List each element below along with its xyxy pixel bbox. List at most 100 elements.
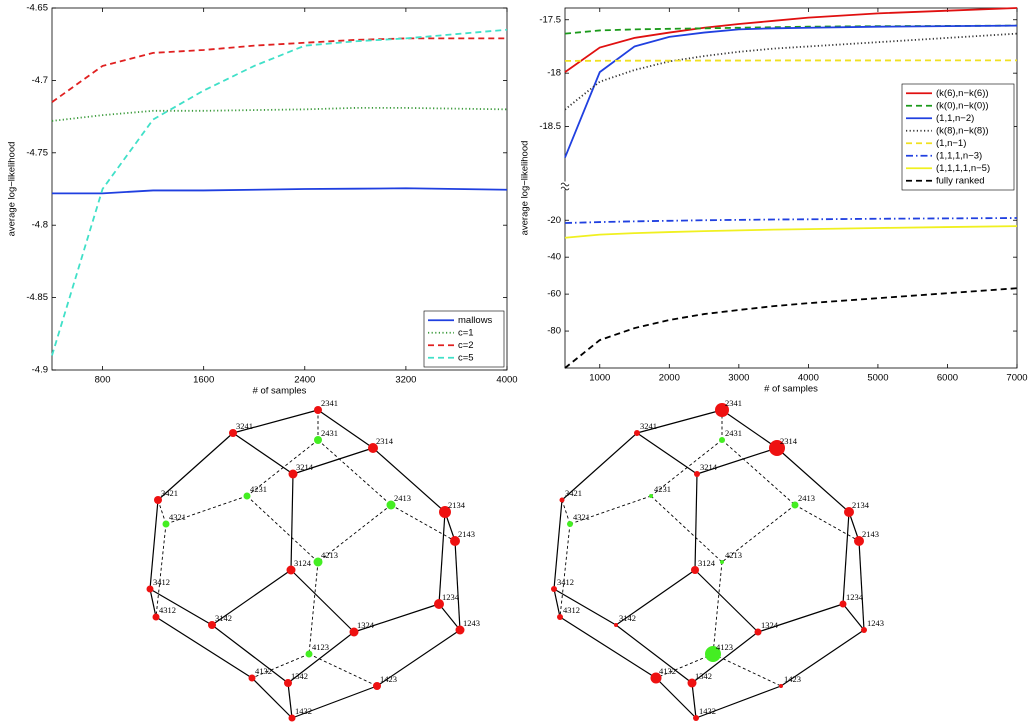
y-tick-label: -4.85 (26, 292, 48, 303)
node (152, 613, 160, 621)
y-axis-label: average log−likelihood (520, 141, 531, 236)
edge (317, 409, 374, 449)
y-tick-label: -17.5 (539, 14, 561, 25)
edge (149, 588, 157, 618)
edge (553, 588, 561, 618)
edge (149, 499, 159, 590)
node (439, 506, 451, 518)
edge (292, 447, 374, 475)
node (719, 437, 725, 443)
y-tick-label: -18 (547, 68, 561, 79)
node-label: 4231 (654, 484, 671, 494)
edge (696, 447, 778, 475)
legend-label: (1,1,n−2) (936, 113, 974, 124)
edge (232, 409, 319, 434)
x-tick-label: 2000 (659, 373, 680, 384)
node-label: 2314 (376, 436, 394, 446)
node-label: 2431 (725, 428, 742, 438)
edge (615, 624, 693, 684)
node-label: 4123 (312, 642, 329, 652)
legend-box (901, 83, 1015, 191)
legend-label: c=2 (458, 340, 474, 351)
edge (848, 511, 860, 542)
edge (149, 588, 213, 626)
node-label: 2413 (394, 493, 411, 503)
edge (858, 540, 865, 631)
edge (691, 682, 697, 719)
node (154, 496, 162, 504)
y-tick-label: -80 (547, 326, 561, 337)
edge (553, 588, 617, 626)
node-label: 1432 (295, 706, 312, 716)
edge (438, 603, 461, 631)
node-label: 1423 (380, 674, 397, 684)
node-label: 3412 (557, 577, 574, 587)
x-tick-label: 1600 (193, 375, 214, 386)
node-label: 2341 (321, 398, 338, 408)
node-label: 4123 (716, 642, 733, 652)
node (314, 436, 322, 444)
edge (655, 677, 697, 719)
edge (317, 504, 392, 563)
edge (287, 631, 355, 684)
node-label: 3124 (294, 558, 312, 568)
edge (694, 569, 759, 633)
edge (290, 473, 294, 571)
permutohedron: 2341 3241 2431 2314 3214 3421 4231 2413 2134 4321… (551, 398, 884, 721)
node-label: 4321 (573, 512, 590, 522)
node (861, 627, 867, 633)
y-tick-label: -4.75 (26, 147, 48, 158)
edge (308, 561, 319, 655)
edge (211, 569, 292, 626)
node-label: 3241 (640, 421, 657, 431)
edge (691, 631, 759, 684)
node-label: 2413 (798, 493, 815, 503)
edge (636, 409, 723, 434)
edge (842, 603, 865, 631)
edge (655, 653, 714, 679)
node-label: 3214 (700, 462, 718, 472)
x-tick-label: 6000 (937, 373, 958, 384)
series-line (564, 287, 1018, 369)
legend-label: (1,1,1,1,n−5) (936, 163, 990, 174)
node-label: 4312 (563, 605, 580, 615)
node-label: 4321 (169, 512, 186, 522)
legend-label: (k(0),n−k(0)) (936, 100, 989, 111)
node (368, 443, 378, 453)
edge (290, 569, 355, 633)
y-tick-label: -4.7 (32, 75, 48, 86)
y-tick-label: -4.65 (26, 3, 48, 14)
node (243, 492, 251, 500)
series-line (564, 7, 1018, 73)
node (844, 507, 854, 517)
node (649, 494, 653, 498)
x-tick-label: 1000 (589, 373, 610, 384)
y-tick-label: -4.9 (32, 365, 48, 376)
edge (712, 653, 782, 687)
node-label: 1234 (846, 592, 864, 602)
node (634, 430, 640, 436)
series-line (564, 59, 1017, 62)
edge (842, 511, 850, 605)
node-label: 3142 (619, 613, 636, 623)
edge (390, 504, 456, 542)
node (754, 628, 762, 636)
legend-label: c=1 (458, 327, 474, 338)
edge (376, 629, 461, 687)
node (705, 646, 721, 662)
node (694, 471, 700, 477)
node (551, 586, 557, 592)
node (769, 440, 785, 456)
node-label: 3412 (153, 577, 170, 587)
edge (211, 624, 289, 684)
edge (155, 616, 253, 679)
node (720, 560, 724, 564)
edge (251, 653, 310, 679)
x-tick-label: 3200 (395, 375, 416, 386)
y-tick-label: -60 (547, 289, 561, 300)
series-line (51, 28, 508, 356)
axis-break (560, 182, 570, 191)
edge (454, 540, 461, 631)
node (567, 521, 573, 527)
edge (291, 685, 378, 719)
